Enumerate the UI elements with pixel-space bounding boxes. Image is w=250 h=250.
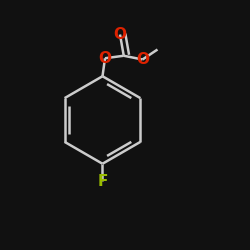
Text: O: O bbox=[98, 51, 112, 66]
Text: O: O bbox=[114, 27, 126, 42]
Text: F: F bbox=[97, 174, 108, 189]
Text: O: O bbox=[136, 52, 149, 67]
